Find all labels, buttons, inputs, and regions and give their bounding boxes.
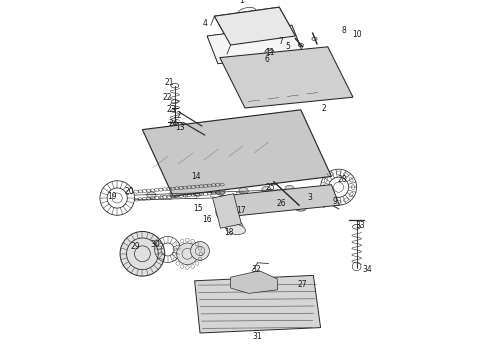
Ellipse shape bbox=[288, 192, 301, 201]
Ellipse shape bbox=[264, 124, 284, 136]
Ellipse shape bbox=[226, 224, 245, 234]
Ellipse shape bbox=[202, 131, 228, 147]
Text: 9: 9 bbox=[333, 197, 338, 206]
Circle shape bbox=[120, 231, 165, 276]
Polygon shape bbox=[215, 7, 295, 45]
Polygon shape bbox=[231, 271, 277, 293]
Ellipse shape bbox=[262, 186, 271, 193]
Text: 16: 16 bbox=[202, 215, 212, 224]
Text: 20: 20 bbox=[124, 187, 134, 196]
Ellipse shape bbox=[293, 201, 307, 211]
Text: 22: 22 bbox=[163, 93, 172, 102]
Text: 31: 31 bbox=[253, 332, 263, 341]
Text: 8: 8 bbox=[342, 26, 346, 35]
Text: 33: 33 bbox=[355, 220, 365, 230]
Polygon shape bbox=[207, 25, 303, 64]
Ellipse shape bbox=[268, 193, 281, 203]
Polygon shape bbox=[143, 110, 331, 196]
Circle shape bbox=[216, 202, 235, 221]
Text: 24: 24 bbox=[168, 118, 178, 127]
Ellipse shape bbox=[235, 129, 254, 141]
Text: 21: 21 bbox=[165, 78, 174, 87]
Ellipse shape bbox=[147, 192, 156, 198]
Text: 15: 15 bbox=[194, 204, 203, 213]
Text: 27: 27 bbox=[298, 280, 307, 289]
Text: 34: 34 bbox=[363, 266, 372, 274]
Bar bbox=[261, 191, 272, 195]
Ellipse shape bbox=[193, 190, 202, 196]
Polygon shape bbox=[220, 185, 339, 217]
Text: 6: 6 bbox=[264, 55, 269, 64]
Text: 29: 29 bbox=[131, 242, 140, 251]
Text: 17: 17 bbox=[237, 206, 246, 215]
Ellipse shape bbox=[266, 194, 286, 207]
Bar bbox=[160, 195, 172, 200]
Text: 13: 13 bbox=[175, 123, 185, 132]
Ellipse shape bbox=[239, 188, 248, 194]
Text: 7: 7 bbox=[278, 37, 283, 46]
Ellipse shape bbox=[285, 185, 294, 192]
Ellipse shape bbox=[235, 196, 255, 209]
Text: 14: 14 bbox=[192, 172, 201, 181]
Text: 12: 12 bbox=[172, 111, 181, 120]
Text: 23: 23 bbox=[167, 105, 176, 114]
Text: 3: 3 bbox=[307, 194, 312, 202]
Ellipse shape bbox=[227, 197, 241, 206]
Ellipse shape bbox=[232, 126, 258, 143]
Ellipse shape bbox=[216, 189, 225, 195]
Text: 19: 19 bbox=[107, 192, 117, 201]
Text: 2: 2 bbox=[322, 104, 326, 112]
Circle shape bbox=[176, 243, 198, 265]
Polygon shape bbox=[220, 47, 353, 108]
Ellipse shape bbox=[261, 122, 287, 139]
Text: 10: 10 bbox=[352, 30, 362, 39]
Polygon shape bbox=[213, 194, 242, 228]
Text: 26: 26 bbox=[276, 199, 286, 208]
Bar bbox=[236, 192, 247, 197]
Ellipse shape bbox=[308, 190, 321, 199]
Polygon shape bbox=[195, 275, 320, 333]
Text: 18: 18 bbox=[224, 228, 234, 237]
Ellipse shape bbox=[172, 135, 198, 152]
Ellipse shape bbox=[176, 137, 196, 149]
Bar bbox=[185, 194, 196, 199]
Text: 11: 11 bbox=[266, 48, 275, 57]
Bar bbox=[211, 193, 222, 198]
Ellipse shape bbox=[247, 195, 261, 204]
Text: 5: 5 bbox=[286, 42, 291, 51]
Ellipse shape bbox=[268, 177, 278, 185]
Text: 25: 25 bbox=[266, 183, 275, 192]
Ellipse shape bbox=[296, 193, 316, 206]
Text: 4: 4 bbox=[203, 19, 208, 28]
Ellipse shape bbox=[205, 133, 225, 145]
Text: 28: 28 bbox=[338, 175, 347, 184]
Text: 1: 1 bbox=[239, 0, 244, 5]
Ellipse shape bbox=[221, 216, 241, 226]
Ellipse shape bbox=[223, 220, 243, 230]
Ellipse shape bbox=[170, 191, 179, 197]
Text: 32: 32 bbox=[251, 266, 261, 274]
Text: 30: 30 bbox=[150, 240, 160, 249]
Circle shape bbox=[191, 242, 209, 260]
